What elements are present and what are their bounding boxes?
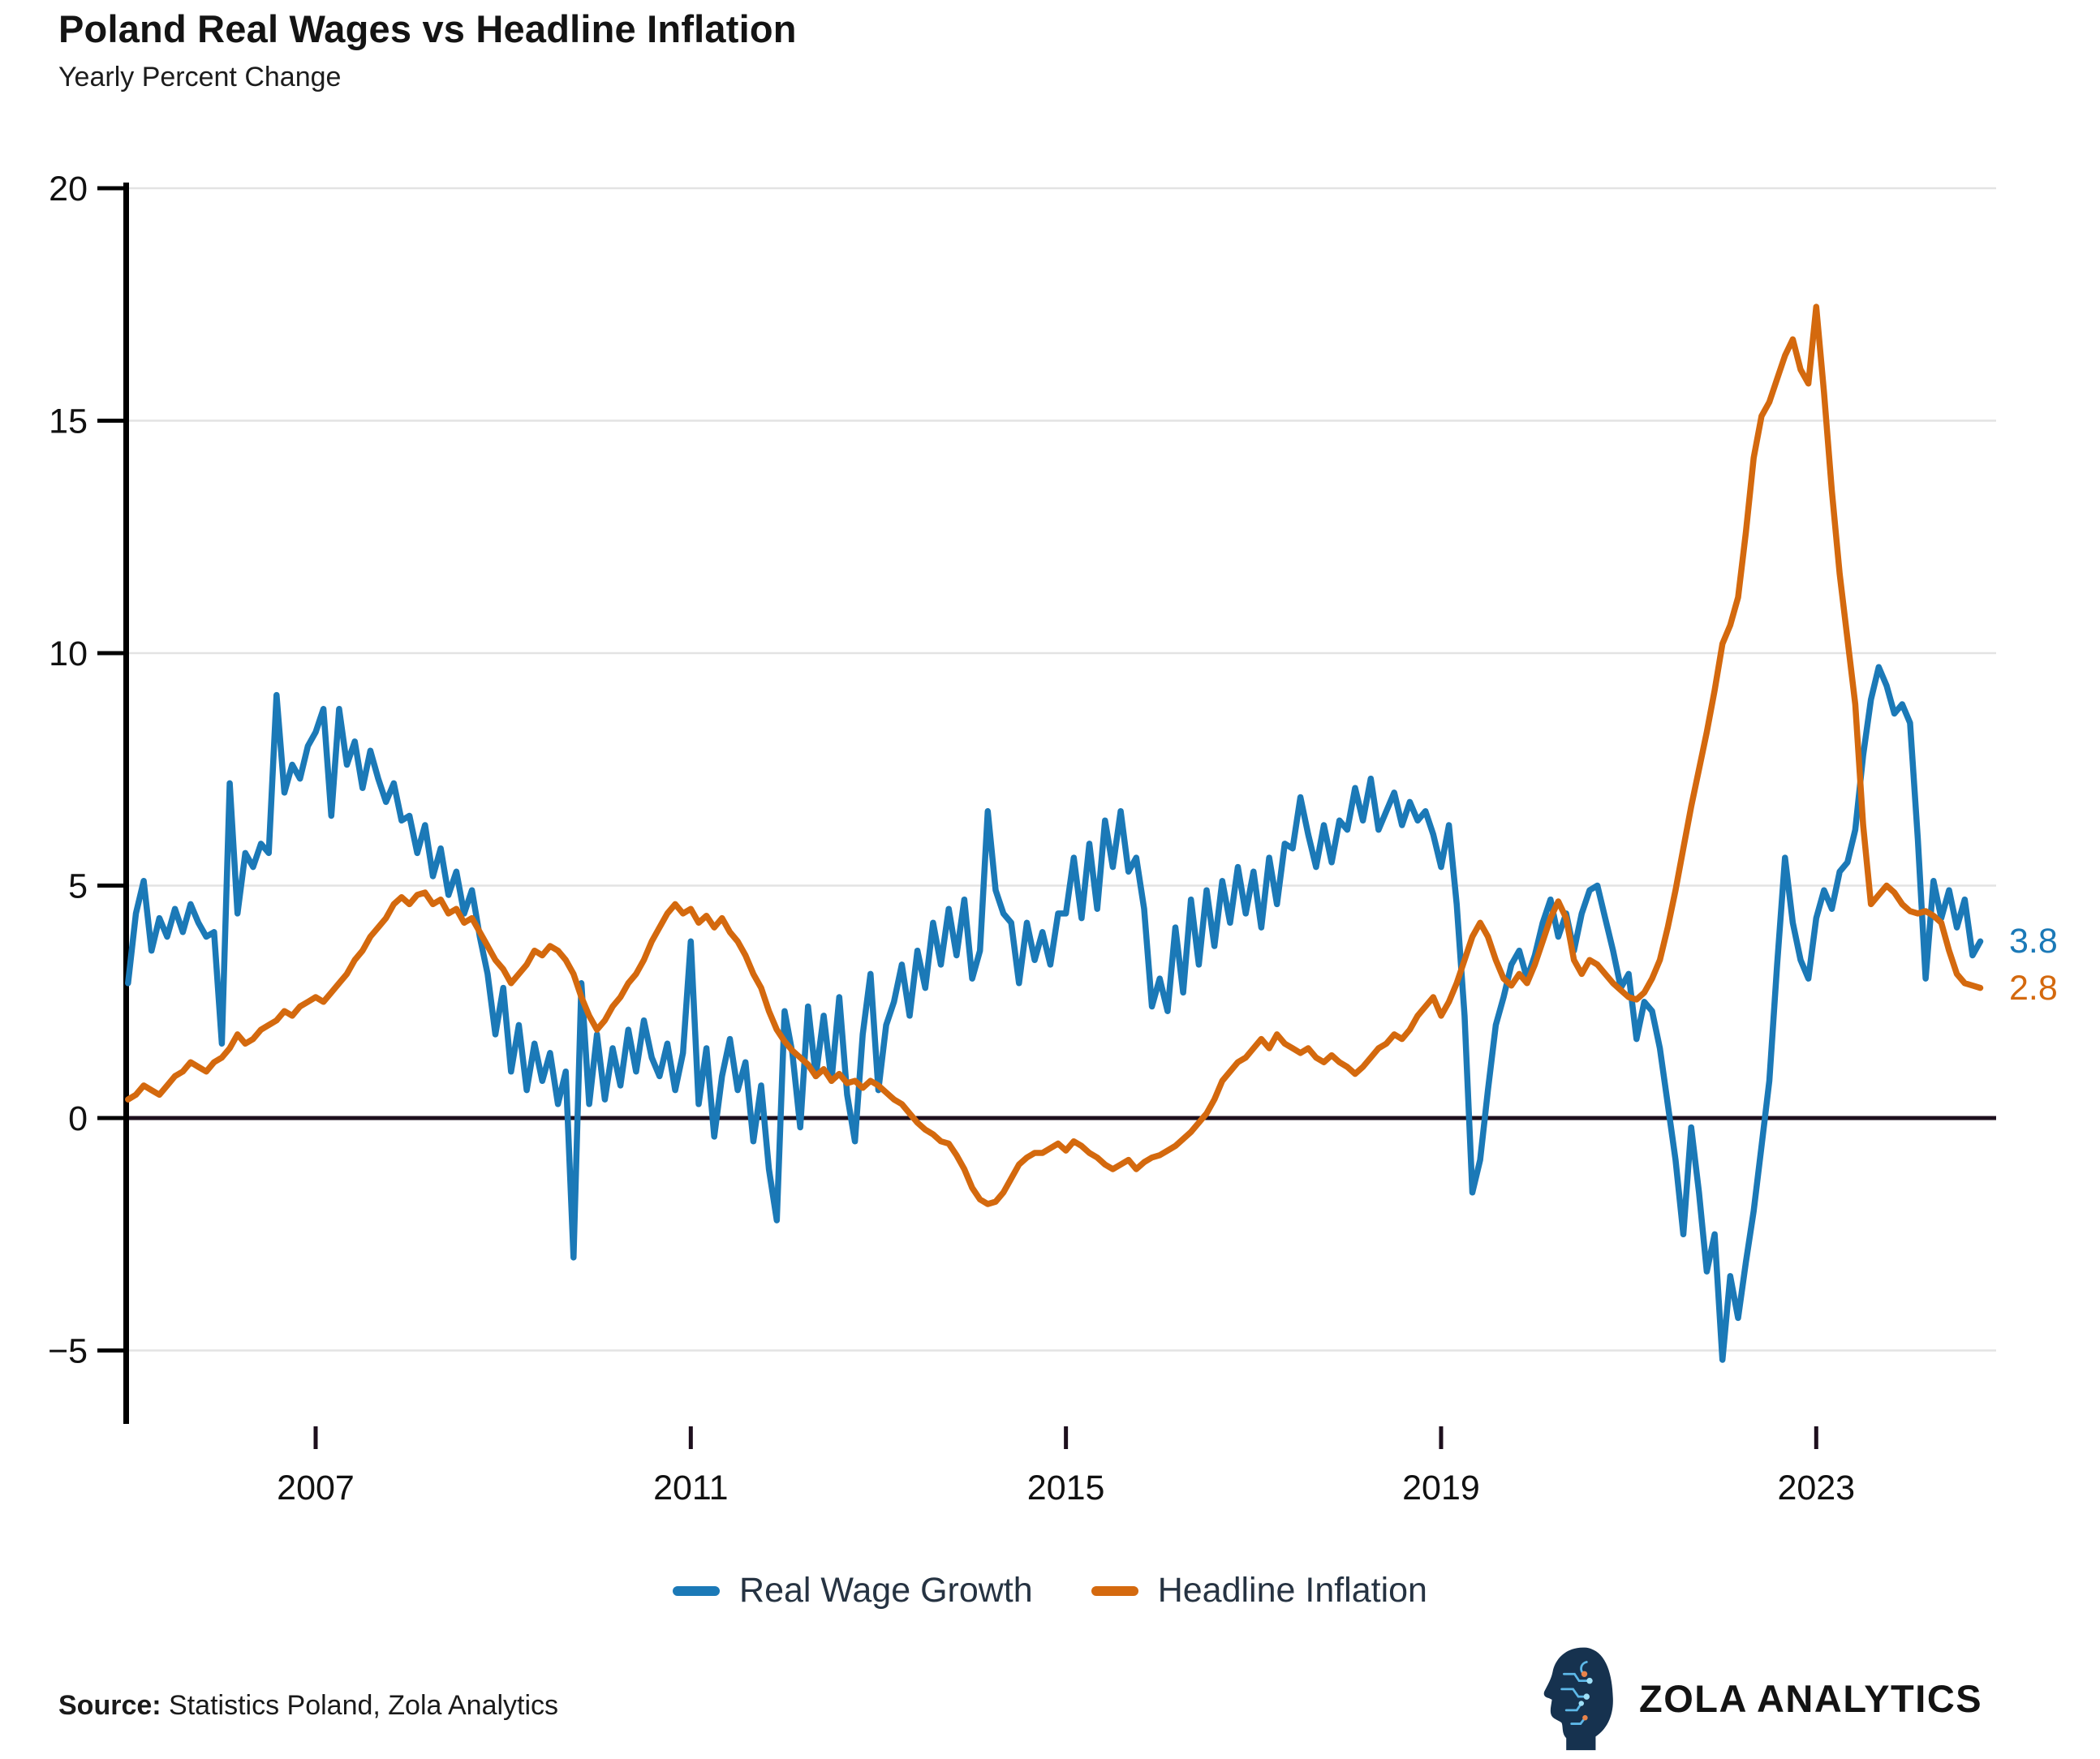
- legend-label: Headline Inflation: [1157, 1571, 1427, 1610]
- series-end-value-inflation: 2.8: [2009, 968, 2058, 1008]
- y-tick-label: 15: [49, 402, 88, 441]
- y-tick-label: 5: [68, 867, 88, 906]
- x-tick-label: 2023: [1777, 1469, 1855, 1507]
- brand-logo: ZOLA ANALYTICS: [1540, 1645, 1982, 1751]
- series-line-inflation: [125, 303, 1984, 1207]
- y-tick-label: 20: [49, 170, 88, 209]
- y-tick-label: −5: [48, 1332, 88, 1371]
- source-label: Source:: [58, 1690, 161, 1721]
- series-line-real-wage: [125, 664, 1984, 1363]
- x-tick-label: 2015: [1027, 1469, 1105, 1507]
- legend-label: Real Wage Growth: [739, 1571, 1033, 1610]
- x-tick-label: 2011: [653, 1469, 728, 1507]
- legend-swatch-inflation: [1091, 1585, 1138, 1596]
- source-text: Statistics Poland, Zola Analytics: [161, 1690, 559, 1721]
- x-tick-label: 2019: [1402, 1469, 1480, 1507]
- logo-head-icon: [1543, 1647, 1613, 1751]
- brand-wordmark: ZOLA ANALYTICS: [1639, 1676, 1983, 1720]
- x-tick-label: 2007: [277, 1469, 355, 1507]
- y-axis-spine: [123, 183, 129, 1424]
- legend-swatch-real-wage: [673, 1585, 721, 1596]
- legend-item-inflation: Headline Inflation: [1091, 1571, 1427, 1611]
- chart-legend: Real Wage Growth Headline Inflation: [673, 1571, 1427, 1611]
- series-end-value-real-wage: 3.8: [2009, 922, 2058, 961]
- legend-item-real-wage: Real Wage Growth: [673, 1571, 1033, 1611]
- chart-subtitle: Yearly Percent Change: [58, 62, 342, 92]
- source-note: Source: Statistics Poland, Zola Analytic…: [58, 1690, 558, 1722]
- y-tick-label: 10: [49, 634, 88, 673]
- y-tick-label: 0: [68, 1099, 88, 1138]
- page-title: Poland Real Wages vs Headline Inflation: [58, 7, 797, 50]
